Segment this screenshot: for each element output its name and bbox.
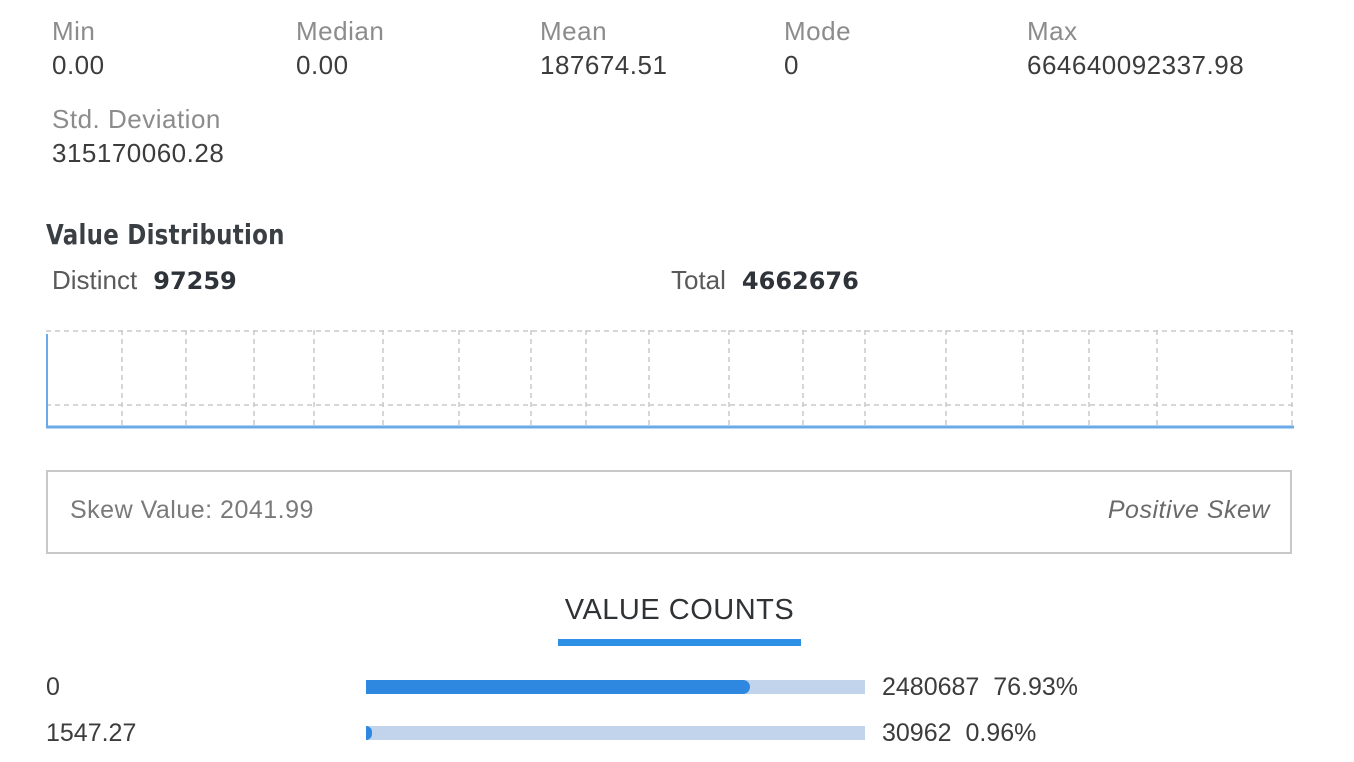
stat-label: Std. Deviation — [52, 104, 221, 134]
stat-median: Median 0.00 — [296, 16, 384, 80]
total-count: Total 4662676 — [671, 264, 859, 297]
stat-value: 0.00 — [52, 50, 105, 80]
skew-type: Positive Skew — [1107, 496, 1270, 524]
stat-label: Median — [296, 16, 385, 46]
value-count-bar-fill — [366, 680, 750, 694]
stat-value: 0.00 — [296, 50, 349, 80]
stat-max: Max 664640092337.98 — [1027, 16, 1244, 80]
value-count-stats: 30962 0.96% — [882, 718, 1036, 748]
skew-value: Skew Value: 2041.99 — [70, 496, 314, 524]
stat-mode: Mode 0 — [784, 16, 851, 80]
value-count-bar-track — [366, 680, 865, 694]
total-label: Total — [671, 265, 726, 295]
stat-value: 664640092337.98 — [1027, 50, 1245, 80]
stat-mean: Mean 187674.51 — [540, 16, 667, 80]
stat-label: Mode — [784, 16, 852, 46]
value-count-row: 1547.27 30962 0.96% — [0, 718, 1354, 748]
stat-min: Min 0.00 — [52, 16, 105, 80]
value-count-percent: 0.96% — [965, 719, 1037, 747]
value-count-value: 1547.27 — [46, 719, 137, 747]
value-distribution-chart — [46, 330, 1294, 429]
stat-label: Min — [52, 16, 96, 46]
value-count-bar-track — [366, 726, 865, 740]
value-count-bar-fill — [366, 726, 372, 740]
value-count-count: 30962 — [882, 719, 952, 747]
chart-grid — [46, 330, 1294, 426]
tab-value-counts[interactable]: VALUE COUNTS — [558, 590, 801, 646]
value-count-count: 2480687 — [882, 673, 980, 701]
skew-box: Skew Value: 2041.99 Positive Skew — [46, 470, 1292, 554]
distinct-label: Distinct — [52, 265, 138, 295]
tab-value-counts-label: VALUE COUNTS — [564, 594, 795, 626]
distinct-count: Distinct 97259 — [52, 264, 237, 297]
total-value: 4662676 — [741, 267, 859, 295]
stat-value: 0 — [784, 50, 799, 80]
stat-value: 315170060.28 — [52, 138, 225, 168]
stat-std-deviation: Std. Deviation 315170060.28 — [52, 104, 224, 168]
tab-active-underline — [558, 639, 801, 646]
value-count-value: 0 — [46, 673, 60, 701]
value-distribution-title: Value Distribution — [46, 218, 285, 251]
stat-label: Max — [1027, 16, 1078, 46]
value-count-stats: 2480687 76.93% — [882, 672, 1078, 702]
value-count-row: 0 2480687 76.93% — [0, 672, 1354, 702]
stat-label: Mean — [540, 16, 608, 46]
value-count-percent: 76.93% — [993, 673, 1079, 701]
distinct-value: 97259 — [153, 267, 237, 295]
stat-value: 187674.51 — [540, 50, 668, 80]
